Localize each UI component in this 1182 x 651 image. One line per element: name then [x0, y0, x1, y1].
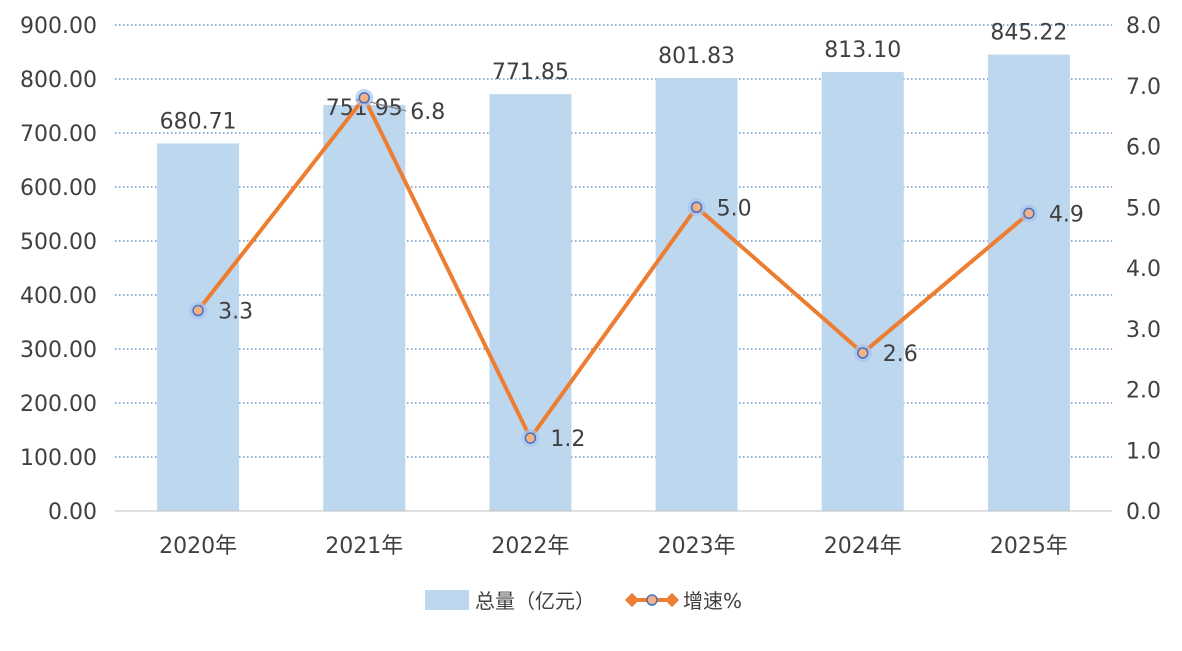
line-data-label: 6.8 [410, 100, 445, 125]
y-right-tick-label: 7.0 [1126, 75, 1161, 100]
x-tick-label: 2022年 [491, 534, 569, 559]
y-left-tick-label: 400.00 [20, 284, 97, 309]
bar-data-label: 771.85 [492, 60, 569, 85]
y-left-tick-label: 700.00 [20, 122, 97, 147]
x-tick-label: 2020年 [159, 534, 237, 559]
y-right-tick-label: 0.0 [1126, 500, 1161, 525]
y-right-tick-label: 3.0 [1126, 318, 1161, 343]
bar-data-label: 801.83 [658, 44, 735, 69]
line-data-label: 4.9 [1049, 202, 1084, 227]
line-data-label: 5.0 [717, 196, 752, 221]
line-data-label: 3.3 [218, 300, 253, 325]
line-marker [857, 347, 869, 359]
line-marker [1023, 207, 1035, 220]
y-right-tick-label: 2.0 [1126, 379, 1161, 404]
line-data-label: 2.6 [883, 342, 918, 367]
y-left-tick-label: 0.00 [48, 500, 97, 525]
legend-swatch-growth-marker [646, 594, 658, 606]
y-left-tick-label: 600.00 [20, 176, 97, 201]
x-tick-label: 2023年 [658, 534, 736, 559]
growth-line [196, 95, 1031, 441]
bar [821, 71, 904, 512]
legend-label-total: 总量（亿元） [475, 589, 595, 613]
bar [987, 54, 1070, 511]
y-left-tick-label: 800.00 [20, 68, 97, 93]
y-right-tick-label: 8.0 [1126, 14, 1161, 39]
y-right-tick-label: 5.0 [1126, 196, 1161, 221]
x-tick-label: 2021年 [325, 534, 403, 559]
y-left-tick-label: 200.00 [20, 392, 97, 417]
line-data-label: 1.2 [550, 427, 585, 452]
bar [655, 78, 738, 511]
legend-swatch-total [425, 590, 469, 610]
bar-data-label: 680.71 [160, 109, 237, 134]
legend-label-growth: 增速% [683, 589, 742, 613]
y-right-tick-label: 1.0 [1126, 439, 1161, 464]
line-marker [358, 92, 370, 104]
bar [323, 104, 406, 512]
y-left-tick-label: 900.00 [20, 14, 97, 39]
label-leader-line [370, 101, 407, 112]
line-marker [524, 432, 537, 444]
legend-diamond-left [624, 592, 640, 608]
line-marker [690, 201, 703, 213]
y-right-tick-label: 4.0 [1126, 257, 1161, 282]
x-tick-label: 2024年 [824, 534, 902, 559]
x-tick-label: 2025年 [990, 534, 1068, 559]
y-left-tick-label: 300.00 [20, 338, 97, 363]
bar [157, 143, 240, 511]
y-left-tick-label: 100.00 [20, 446, 97, 471]
y-left-tick-label: 500.00 [20, 230, 97, 255]
legend-diamond-right [664, 592, 680, 608]
bar-data-label: 845.22 [990, 21, 1067, 46]
y-right-tick-label: 6.0 [1126, 136, 1161, 161]
line-marker [192, 304, 204, 317]
bar-data-label: 813.10 [824, 38, 901, 63]
